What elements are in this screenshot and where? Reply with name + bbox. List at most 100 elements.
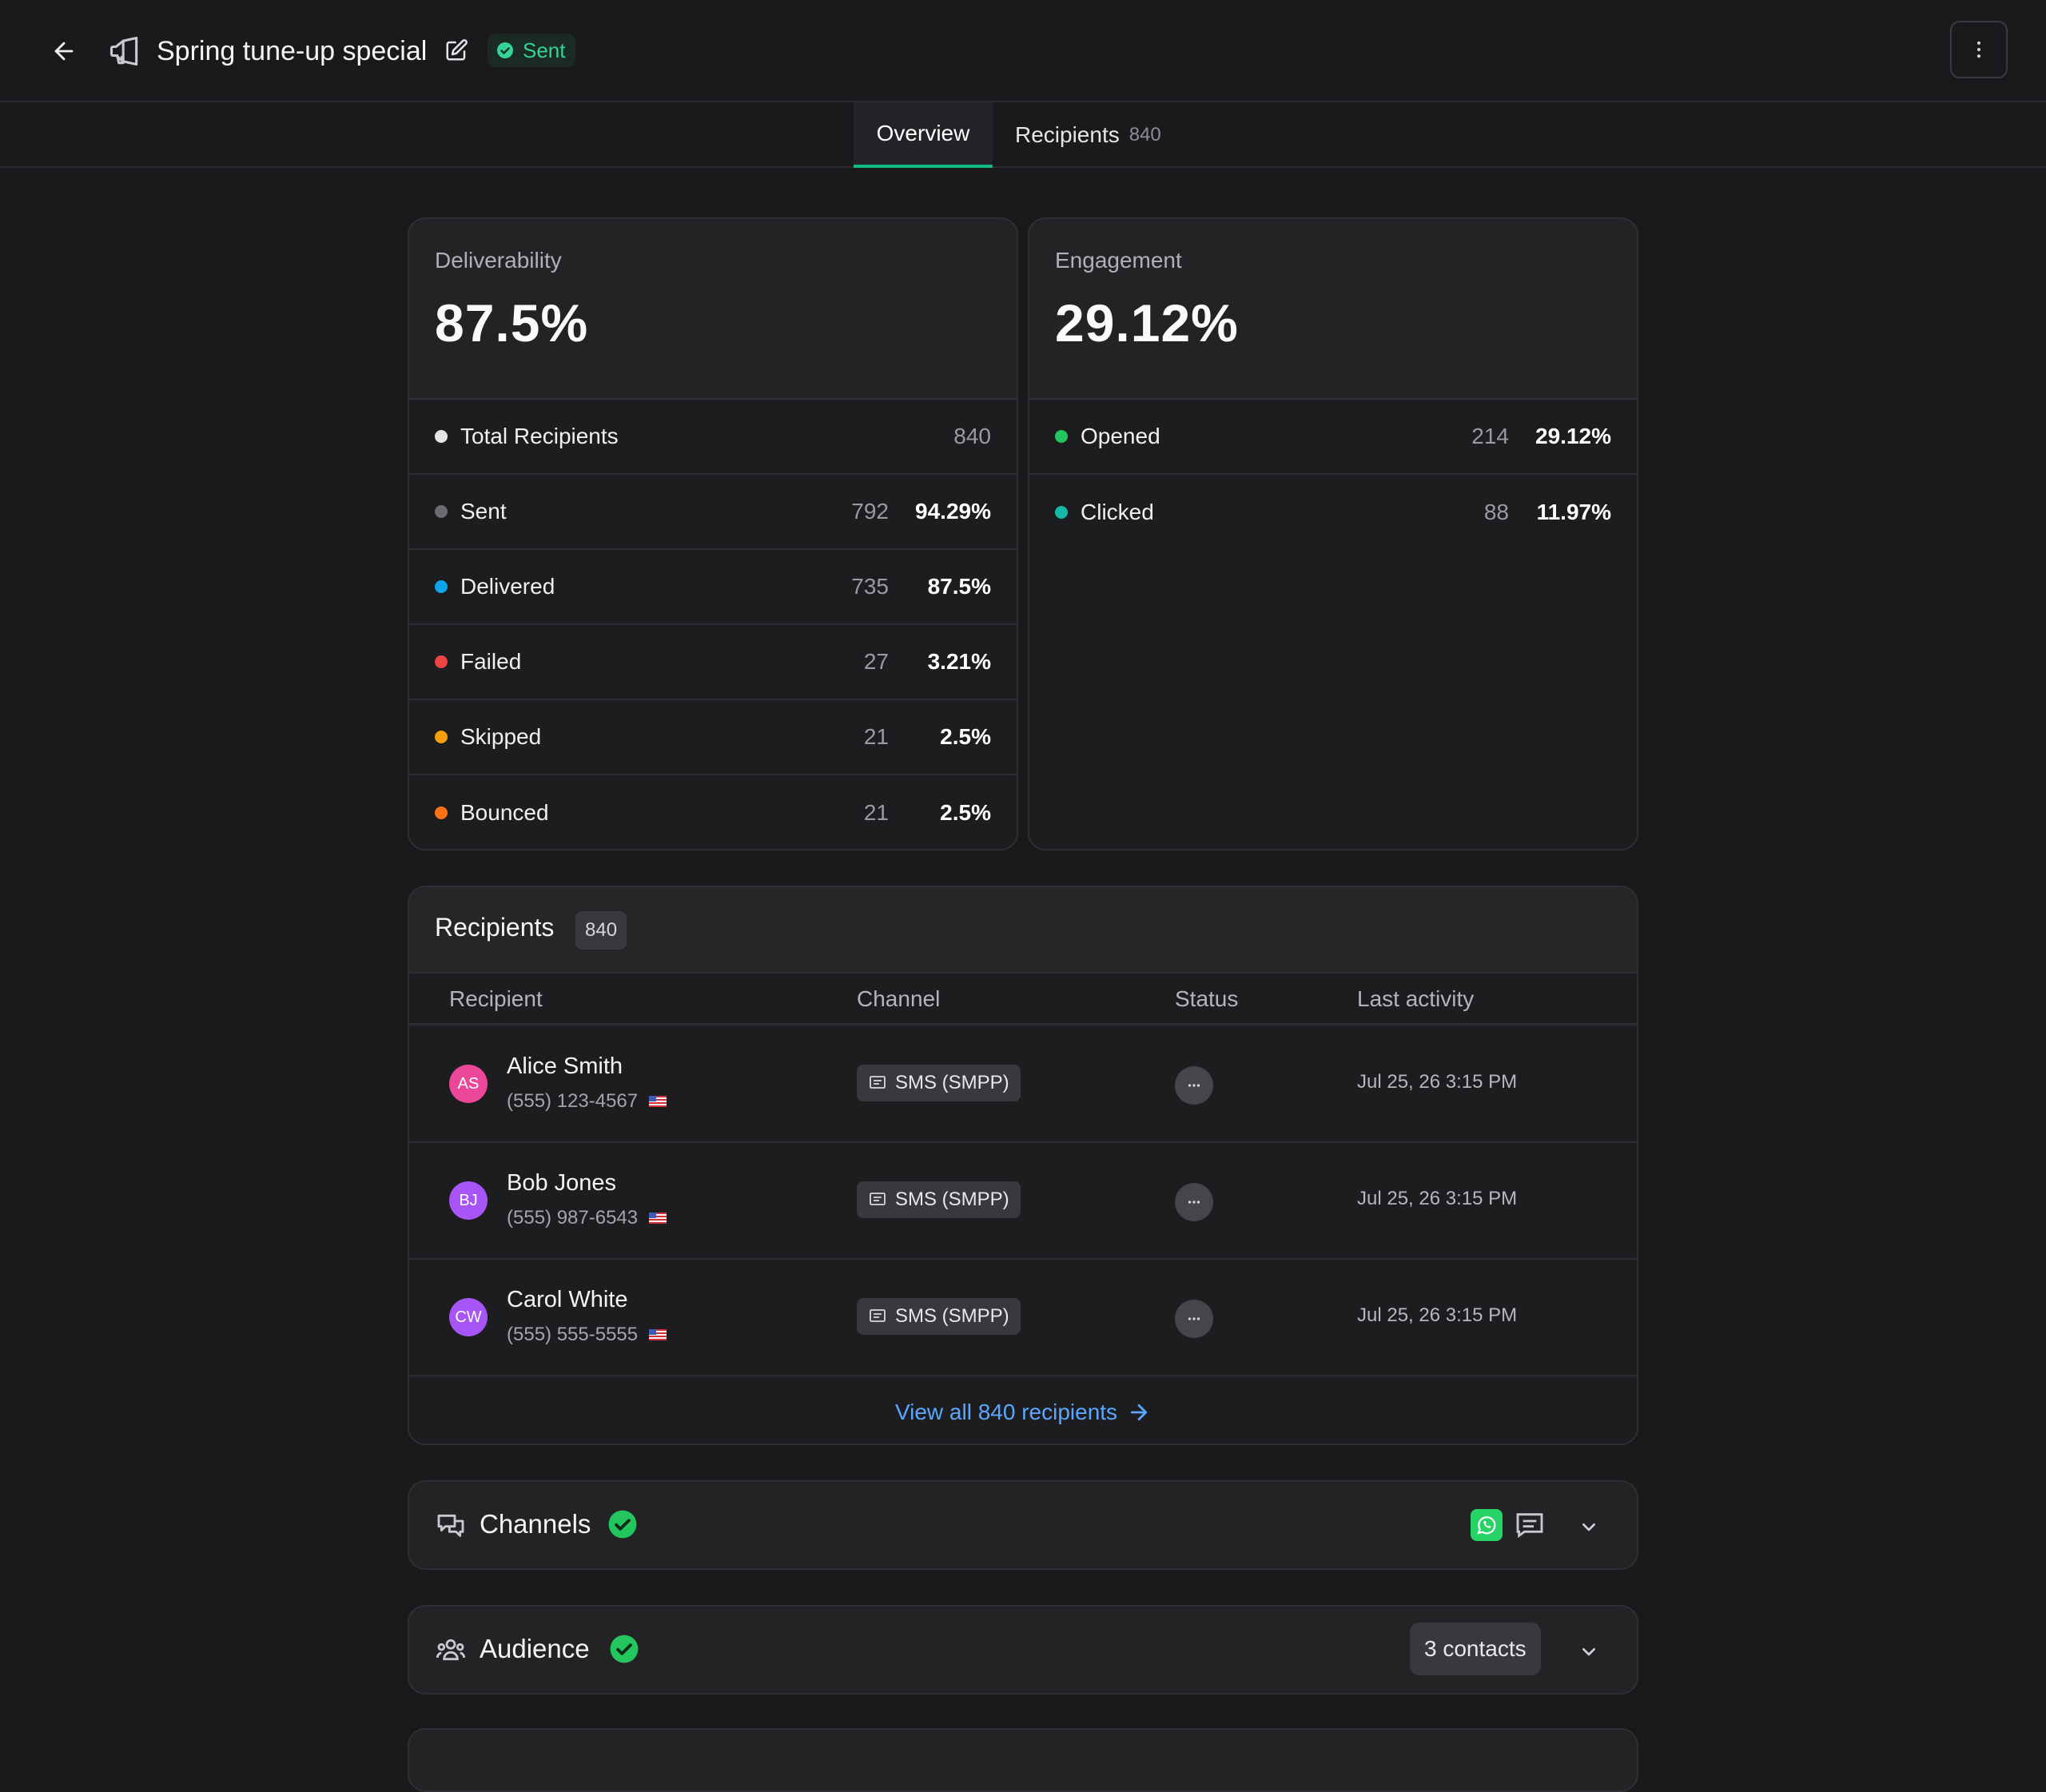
- audience-title: Audience: [480, 1634, 590, 1663]
- us-flag-icon: [649, 1329, 667, 1340]
- column-header-channel[interactable]: Channel: [857, 986, 941, 1011]
- recipient-name: Alice Smith: [507, 1053, 623, 1079]
- metric-count: 27: [863, 649, 889, 674]
- metric-label: Clicked: [1081, 500, 1154, 524]
- more-options-button[interactable]: [1950, 21, 2008, 78]
- us-flag-icon: [649, 1096, 667, 1107]
- us-flag-icon: [649, 1213, 667, 1224]
- channel-label: SMS (SMPP): [895, 1189, 1009, 1210]
- metric-percent: 87.5%: [927, 574, 991, 599]
- metric-percent: 2.5%: [940, 724, 991, 749]
- view-all-label: View all 840 recipients: [894, 1400, 1118, 1424]
- metric-count: 21: [863, 800, 889, 825]
- table-row[interactable]: BJ Bob Jones (555) 987-6543 SMS (SMPP) J…: [409, 1143, 1637, 1260]
- recipient-phone: (555) 987-6543: [507, 1207, 639, 1229]
- metric-row-opened: Opened 214 29.12%: [1029, 400, 1637, 475]
- chevron-down-icon[interactable]: [1576, 1514, 1602, 1539]
- legend-dot: [435, 580, 448, 593]
- metric-row-delivered: Delivered 735 87.5%: [409, 550, 1017, 625]
- megaphone-icon: [109, 36, 138, 66]
- table-header: Recipient Channel Status Last activity: [409, 974, 1637, 1025]
- metric-label: Opened: [1081, 424, 1160, 448]
- metric-count: 214: [1471, 424, 1509, 448]
- chat-bubbles-icon: [437, 1514, 464, 1537]
- metric-percent: 94.29%: [915, 499, 991, 524]
- metric-label: Bounced: [460, 800, 549, 825]
- page-title: Spring tune-up special: [157, 36, 428, 66]
- status-pending-indicator: [1175, 1066, 1213, 1105]
- channel-label: SMS (SMPP): [895, 1072, 1009, 1093]
- metric-label: Delivered: [460, 574, 555, 599]
- tab-overview[interactable]: Overview: [854, 102, 993, 168]
- engagement-metrics: Opened 214 29.12% Clicked 88 11.97%: [1029, 398, 1637, 849]
- legend-dot: [435, 430, 448, 443]
- more-vertical-icon: [1976, 41, 1981, 58]
- column-header-recipient[interactable]: Recipient: [449, 986, 543, 1011]
- legend-dot: [435, 731, 448, 743]
- whatsapp-icon: [1471, 1509, 1503, 1541]
- message-square-icon: [870, 1076, 886, 1089]
- engagement-label: Engagement: [1055, 248, 1182, 273]
- metric-label: Total Recipients: [460, 424, 619, 448]
- metric-row-skipped: Skipped 21 2.5%: [409, 700, 1017, 775]
- more-horizontal-icon: [1188, 1317, 1200, 1320]
- arrow-right-icon: [1130, 1404, 1148, 1421]
- metric-label: Failed: [460, 649, 522, 674]
- table-row[interactable]: CW Carol White (555) 555-5555 SMS (SMPP)…: [409, 1260, 1637, 1376]
- message-square-icon: [870, 1309, 886, 1322]
- arrow-left-icon: [54, 42, 74, 61]
- metric-row-sent: Sent 792 94.29%: [409, 475, 1017, 550]
- check-circle-icon: [610, 1635, 639, 1663]
- recipient-phone: (555) 555-5555: [507, 1324, 639, 1345]
- audience-section[interactable]: Audience 3 contacts: [408, 1605, 1638, 1694]
- metric-row-failed: Failed 27 3.21%: [409, 625, 1017, 700]
- status-pending-indicator: [1175, 1300, 1213, 1338]
- legend-dot: [435, 806, 448, 819]
- channel-chip: SMS (SMPP): [857, 1065, 1021, 1101]
- tab-overview-label: Overview: [876, 121, 970, 145]
- more-horizontal-icon: [1188, 1201, 1200, 1204]
- avatar: CW: [449, 1298, 488, 1336]
- tab-recipients-label: Recipients: [1015, 122, 1120, 147]
- status-pending-indicator: [1175, 1183, 1213, 1221]
- status-badge-label: Sent: [523, 38, 566, 62]
- back-button[interactable]: [45, 32, 83, 70]
- top-header: Spring tune-up special Sent: [0, 0, 2046, 102]
- next-section-card: [408, 1728, 1638, 1792]
- recipients-card-header: Recipients 840: [409, 887, 1637, 974]
- avatar: AS: [449, 1065, 488, 1103]
- last-activity: Jul 25, 26 3:15 PM: [1357, 1304, 1518, 1326]
- message-square-icon: [870, 1193, 886, 1205]
- deliverability-card: Deliverability 87.5% Total Recipients 84…: [408, 217, 1018, 850]
- view-all-recipients-link[interactable]: View all 840 recipients: [409, 1378, 1637, 1444]
- channels-section[interactable]: Channels: [408, 1480, 1638, 1570]
- legend-dot: [1055, 430, 1068, 443]
- tab-recipients[interactable]: Recipients 840: [1015, 102, 1161, 168]
- deliverability-label: Deliverability: [435, 248, 562, 273]
- metric-row-total: Total Recipients 840: [409, 400, 1017, 475]
- tab-bar: Overview Recipients 840: [0, 102, 2046, 168]
- metric-count: 735: [851, 574, 889, 599]
- metric-label: Skipped: [460, 724, 542, 749]
- column-header-last-activity[interactable]: Last activity: [1357, 986, 1475, 1011]
- deliverability-metrics: Total Recipients 840 Sent 792 94.29% Del…: [409, 398, 1017, 849]
- column-header-status[interactable]: Status: [1175, 986, 1239, 1011]
- channel-chip: SMS (SMPP): [857, 1181, 1021, 1218]
- channel-chip: SMS (SMPP): [857, 1298, 1021, 1335]
- metric-count: 88: [1483, 500, 1509, 524]
- metric-row-bounced: Bounced 21 2.5%: [409, 775, 1017, 849]
- recipient-phone-wrap: (555) 123-4567: [507, 1090, 667, 1113]
- recipient-phone-wrap: (555) 987-6543: [507, 1207, 667, 1229]
- engagement-card: Engagement 29.12% Opened 214 29.12% Clic…: [1028, 217, 1638, 850]
- recipients-count-badge: 840: [575, 911, 627, 950]
- table-row[interactable]: AS Alice Smith (555) 123-4567 SMS (SMPP)…: [409, 1026, 1637, 1143]
- contacts-count-chip: 3 contacts: [1410, 1623, 1541, 1675]
- recipients-title: Recipients: [435, 913, 555, 942]
- status-badge: Sent: [488, 34, 575, 67]
- tab-recipients-count: 840: [1128, 124, 1161, 145]
- edit-icon[interactable]: [444, 38, 468, 62]
- recipients-card: Recipients 840 Recipient Channel Status …: [408, 886, 1638, 1445]
- last-activity: Jul 25, 26 3:15 PM: [1357, 1188, 1518, 1209]
- chevron-down-icon[interactable]: [1576, 1639, 1602, 1664]
- recipient-phone-wrap: (555) 555-5555: [507, 1324, 667, 1346]
